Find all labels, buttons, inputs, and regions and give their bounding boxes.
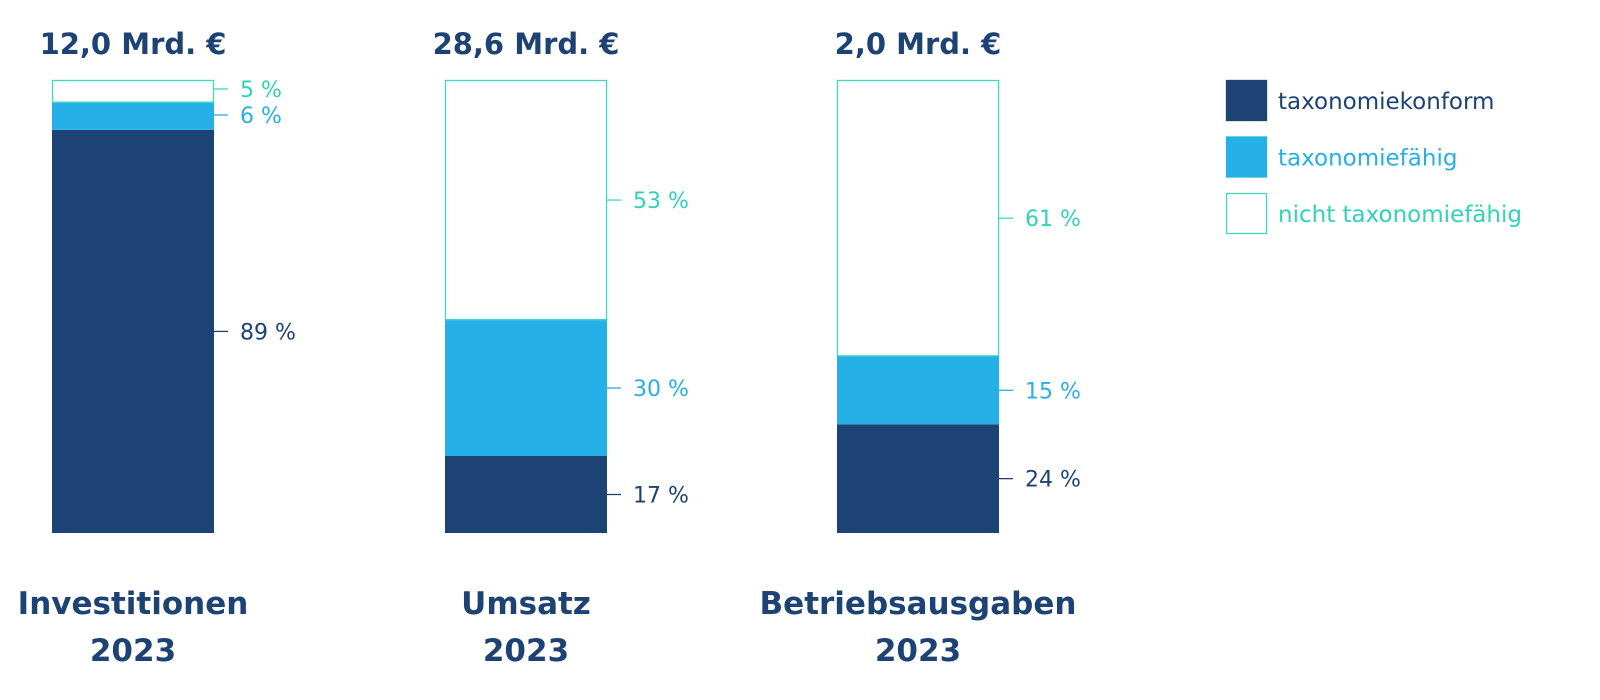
bar-total-label: 12,0 Mrd. € [40, 27, 227, 61]
bar-segment-taxonomiefähig [837, 356, 999, 425]
category-label: Investitionen [18, 586, 249, 622]
category-year: 2023 [483, 633, 569, 669]
data-label: 24 % [1025, 468, 1081, 493]
bar-segment-taxonomiefähig [52, 102, 214, 130]
legend-label: taxonomiekonform [1278, 89, 1494, 115]
category-year: 2023 [875, 633, 961, 669]
legend-swatch [1225, 79, 1268, 122]
data-label: 61 % [1025, 207, 1081, 232]
legend-swatch [1225, 136, 1268, 178]
legend-swatch [1225, 192, 1268, 235]
data-label: 17 % [633, 483, 689, 508]
bar-segment-taxonomiekonform [837, 424, 999, 533]
legend-label: taxonomiefähig [1278, 146, 1457, 172]
bar-segment-nicht-taxonomiefähig [51, 79, 215, 103]
data-label: 6 % [240, 104, 282, 129]
bar-total-label: 28,6 Mrd. € [433, 27, 620, 61]
data-label: 30 % [633, 377, 689, 402]
category-label: Betriebsausgaben [760, 586, 1077, 622]
bar-segment-taxonomiekonform [52, 129, 214, 533]
category-label: Umsatz [461, 586, 591, 622]
data-label: 15 % [1025, 379, 1081, 404]
bar-segment-taxonomiekonform [445, 455, 607, 533]
data-label: 89 % [240, 320, 296, 345]
bar-segment-nicht-taxonomiefähig [444, 79, 608, 321]
data-label: 5 % [240, 78, 282, 103]
bar-segment-taxonomiefähig [445, 320, 607, 456]
bar-total-label: 2,0 Mrd. € [835, 27, 1002, 61]
bar-segment-nicht-taxonomiefähig [836, 79, 1000, 357]
data-label: 53 % [633, 189, 689, 214]
legend-label: nicht taxonomiefähig [1278, 202, 1522, 228]
category-year: 2023 [90, 633, 176, 669]
